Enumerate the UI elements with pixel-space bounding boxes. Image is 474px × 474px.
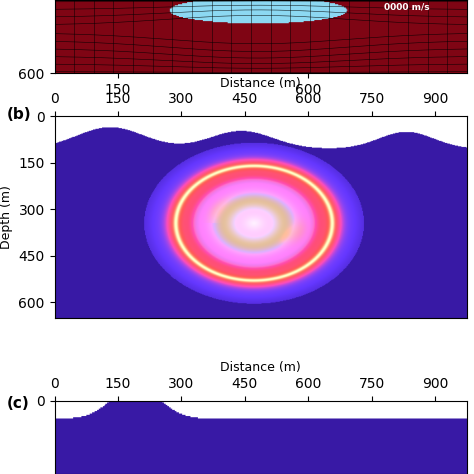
Text: (b): (b) <box>7 107 32 122</box>
X-axis label: Distance (m): Distance (m) <box>220 77 301 90</box>
X-axis label: Distance (m): Distance (m) <box>220 361 301 374</box>
Text: 0000 m/s: 0000 m/s <box>384 2 430 11</box>
Y-axis label: Depth (m): Depth (m) <box>0 185 13 249</box>
Text: (c): (c) <box>7 396 30 411</box>
